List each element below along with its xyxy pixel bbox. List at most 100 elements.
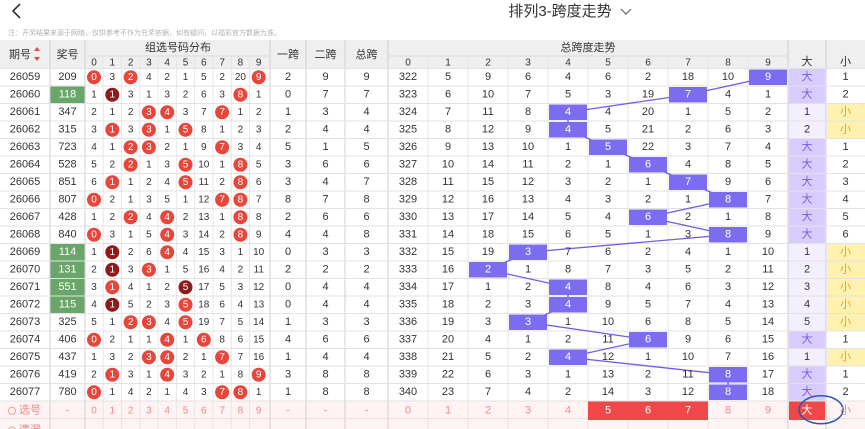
span-2: 2 xyxy=(322,264,328,276)
miss-count: 3 xyxy=(219,247,225,258)
trend-miss: 3 xyxy=(645,386,651,398)
select-digit[interactable]: 5 xyxy=(605,405,611,417)
trend-miss: 8 xyxy=(685,316,691,328)
digit-header: 8 xyxy=(238,58,244,69)
trend-miss: 2 xyxy=(645,194,651,206)
select-big[interactable]: 大 xyxy=(802,403,813,417)
notice: 注：开奖结果来源于网络，仅供参考不作为兑奖依据，如有疑问，以福彩官方数据为准。 xyxy=(8,28,281,37)
period: 26065 xyxy=(10,176,41,188)
trend-hit xyxy=(549,279,587,295)
miss-count: 3 xyxy=(146,194,152,205)
select-digit[interactable]: 0 xyxy=(91,405,97,416)
hit-ball xyxy=(215,385,230,400)
period: 26070 xyxy=(10,264,41,276)
select-digit[interactable]: 9 xyxy=(256,405,262,416)
big-cell: 2 xyxy=(804,264,810,276)
select-digit[interactable]: 1 xyxy=(445,405,451,417)
big-hit xyxy=(789,331,825,348)
select-digit[interactable]: 5 xyxy=(183,405,189,416)
select-digit[interactable]: 6 xyxy=(645,405,651,417)
select-digit[interactable]: 1 xyxy=(110,405,116,416)
column-header: 期号 xyxy=(9,48,31,61)
column-header: 总跨 xyxy=(356,47,378,61)
small-cell: 2 xyxy=(842,159,848,171)
big-hit xyxy=(789,156,825,173)
select-digit[interactable]: 7 xyxy=(219,405,225,416)
trend-miss: 1 xyxy=(685,194,691,206)
trend-miss: 17 xyxy=(762,369,774,381)
select-digit[interactable]: 9 xyxy=(765,405,771,417)
hit-ball xyxy=(178,315,193,330)
column-header: 奖号 xyxy=(57,47,79,61)
miss-count: 2 xyxy=(91,264,97,275)
span-2: 4 xyxy=(322,299,328,311)
miss-count: 1 xyxy=(110,317,116,328)
select-digit[interactable]: 7 xyxy=(685,405,691,417)
select-digit[interactable]: 4 xyxy=(164,405,170,416)
miss-count: 1 xyxy=(164,387,170,398)
page-title[interactable]: 排列3-跨度走势 xyxy=(508,3,611,20)
miss-count: 2 xyxy=(146,177,152,188)
hit-digit: 4 xyxy=(164,334,170,345)
miss-count: 6 xyxy=(219,299,225,310)
hit-ball xyxy=(105,297,120,312)
trend-hit xyxy=(709,192,747,208)
trend-miss: 328 xyxy=(399,176,417,188)
hit-ball xyxy=(87,70,101,85)
trend-miss: 13 xyxy=(482,141,494,153)
select-digit[interactable]: 4 xyxy=(565,405,571,417)
back-button[interactable] xyxy=(11,3,21,19)
hit-ball xyxy=(215,350,230,365)
span-1: 3 xyxy=(285,159,291,171)
draw-number: 406 xyxy=(58,334,76,346)
small-cell: 2 xyxy=(842,386,848,398)
hit-digit: 4 xyxy=(164,212,170,223)
period: 26068 xyxy=(10,229,41,241)
miss-count: 3 xyxy=(183,107,189,118)
trend-miss: 332 xyxy=(399,246,417,258)
select-digit[interactable]: 3 xyxy=(525,405,531,417)
trend-hit-label: 6 xyxy=(645,159,651,171)
focus-ring xyxy=(798,395,844,425)
trend-miss: 6 xyxy=(525,71,531,83)
hit-digit: 4 xyxy=(164,247,170,258)
miss-count: 6 xyxy=(201,89,207,100)
selected-big[interactable] xyxy=(789,401,825,421)
hit-digit: 7 xyxy=(219,107,225,118)
trend-miss: 7 xyxy=(565,246,571,258)
column-header: 一跨 xyxy=(277,48,299,61)
digit-header: 6 xyxy=(201,58,207,69)
selected-cell[interactable] xyxy=(588,401,628,421)
miss-count: 3 xyxy=(164,89,170,100)
trend-miss: 3 xyxy=(525,369,531,381)
selected-cell[interactable] xyxy=(668,401,708,421)
miss-count: 3 xyxy=(183,229,189,240)
miss-count: 8 xyxy=(201,124,207,135)
sort-icon[interactable] xyxy=(34,47,40,61)
selected-cell[interactable] xyxy=(628,401,668,421)
select-small[interactable]: 小 xyxy=(840,404,851,417)
select-digit[interactable]: 0 xyxy=(405,405,411,417)
miss-count: 4 xyxy=(183,387,189,398)
hit-digit: 4 xyxy=(164,107,170,118)
span-2: 8 xyxy=(322,369,328,381)
select-radio[interactable] xyxy=(8,406,16,415)
select-digit[interactable]: 8 xyxy=(725,405,731,417)
small-cell: 小 xyxy=(840,263,851,276)
miss-count: 5 xyxy=(128,299,134,310)
span-: 9 xyxy=(363,71,369,83)
trend-miss: 4 xyxy=(765,141,771,153)
hit-digit: 5 xyxy=(183,282,189,293)
select-digit[interactable]: 2 xyxy=(485,405,491,417)
trend-miss: 11 xyxy=(482,106,493,118)
select-digit[interactable]: 3 xyxy=(146,405,152,416)
hit-ball xyxy=(123,70,138,85)
small-cell: 6 xyxy=(842,229,848,241)
select-digit[interactable]: 2 xyxy=(128,405,134,416)
select-digit[interactable]: 8 xyxy=(238,405,244,416)
hit-digit: 7 xyxy=(219,387,225,398)
title-chevron[interactable] xyxy=(620,8,632,15)
select-digit[interactable]: 6 xyxy=(201,405,207,416)
miss-count: 4 xyxy=(146,72,152,83)
trend-miss: 8 xyxy=(605,281,611,293)
